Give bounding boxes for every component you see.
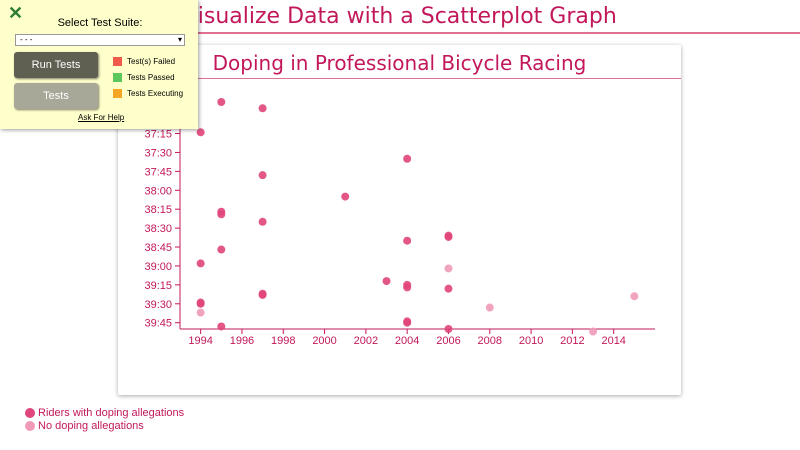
title-divider <box>195 32 800 34</box>
x-tick-label-2: 1998 <box>271 335 295 347</box>
x-tick-label-7: 2008 <box>478 335 502 347</box>
data-point-s0-0 <box>196 128 205 137</box>
tests-button[interactable]: Tests <box>14 83 98 109</box>
data-point-s0-4 <box>217 98 226 106</box>
y-tick-label-7: 38:45 <box>144 242 172 254</box>
data-point-s1-0 <box>196 308 205 317</box>
legend-item-no-doping: No doping allegations <box>25 419 184 432</box>
status-executing-swatch <box>113 89 122 98</box>
legend: Riders with doping allegations No doping… <box>25 406 184 432</box>
legend-label-no-doping: No doping allegations <box>38 419 144 432</box>
run-tests-button[interactable]: Run Tests <box>14 52 98 78</box>
x-tick-label-8: 2010 <box>519 335 543 347</box>
data-point-s0-6 <box>217 210 226 219</box>
data-point-s1-4 <box>630 292 639 301</box>
y-tick-label-9: 39:15 <box>144 280 172 292</box>
data-point-s1-3 <box>589 327 598 336</box>
y-tick-label-2: 37:30 <box>144 147 172 159</box>
legend-label-doping: Riders with doping allegations <box>38 406 185 419</box>
y-tick-label-8: 39:00 <box>144 261 172 273</box>
status-failed: Test(s) Failed <box>113 57 175 66</box>
status-passed-swatch <box>113 73 122 82</box>
test-suite-select[interactable]: - - - ▾ <box>15 34 185 46</box>
data-point-s0-3 <box>196 299 205 308</box>
chevron-down-icon: ▾ <box>177 35 182 44</box>
close-icon[interactable]: ✕ <box>8 3 24 23</box>
data-point-s0-15 <box>382 277 391 286</box>
data-point-s1-2 <box>485 303 494 312</box>
status-passed-label: Tests Passed <box>127 73 175 82</box>
y-tick-label-6: 38:30 <box>144 223 172 235</box>
data-point-s0-1 <box>196 259 205 268</box>
y-tick-label-1: 37:15 <box>144 129 172 141</box>
y-tick-label-3: 37:45 <box>144 166 172 178</box>
legend-item-doping: Riders with doping allegations <box>25 406 184 419</box>
suite-label: Select Test Suite: <box>57 17 143 29</box>
data-point-s0-7 <box>217 245 226 254</box>
status-passed: Tests Passed <box>113 73 175 82</box>
data-point-s0-14 <box>341 192 350 201</box>
chart-title: Doping in Professional Bicycle Racing <box>212 51 587 75</box>
x-tick-label-4: 2002 <box>354 335 378 347</box>
status-failed-swatch <box>113 57 122 66</box>
x-tick-label-0: 1994 <box>188 335 212 347</box>
x-tick-label-6: 2006 <box>436 335 460 347</box>
data-point-s0-25 <box>444 325 453 333</box>
legend-swatch-no-doping <box>25 420 35 431</box>
x-tick-label-3: 2000 <box>312 335 336 347</box>
data-point-s0-17 <box>403 236 412 245</box>
legend-swatch-doping <box>25 407 35 418</box>
chart-card: Doping in Professional Bicycle Racing 37… <box>118 45 681 395</box>
y-tick-label-5: 38:15 <box>144 204 172 216</box>
test-panel: ✕ Select Test Suite: - - - ▾ Run Tests T… <box>0 0 198 129</box>
data-point-s1-1 <box>444 264 453 273</box>
data-point-s0-13 <box>258 290 267 299</box>
data-point-s0-10 <box>258 171 267 180</box>
data-point-s0-16 <box>403 154 412 163</box>
data-point-s0-24 <box>444 284 453 293</box>
data-point-s0-23 <box>444 232 453 241</box>
ask-for-help-link[interactable]: Ask For Help <box>78 113 125 122</box>
status-executing: Tests Executing <box>113 89 183 98</box>
data-point-s0-19 <box>403 283 412 292</box>
chart-title-divider <box>118 78 681 79</box>
y-tick-label-11: 39:45 <box>144 318 172 330</box>
status-failed-label: Test(s) Failed <box>127 57 176 66</box>
page-title: Visualize Data with a Scatterplot Graph <box>183 4 617 29</box>
data-point-s0-21 <box>403 318 412 327</box>
data-point-s0-9 <box>258 104 267 113</box>
y-tick-label-10: 39:30 <box>144 299 172 311</box>
data-point-s0-8 <box>217 322 226 331</box>
test-suite-select-value: - - - <box>20 35 33 44</box>
x-tick-label-5: 2004 <box>395 335 419 347</box>
x-tick-label-1: 1996 <box>230 335 254 347</box>
scatter-plot: 37:0037:1537:3037:4538:0038:1538:3038:45… <box>144 98 655 347</box>
y-tick-label-4: 38:00 <box>144 185 172 197</box>
data-point-s0-11 <box>258 217 267 226</box>
x-tick-label-10: 2014 <box>601 335 625 347</box>
status-executing-label: Tests Executing <box>127 89 184 98</box>
x-tick-label-9: 2012 <box>560 335 584 347</box>
